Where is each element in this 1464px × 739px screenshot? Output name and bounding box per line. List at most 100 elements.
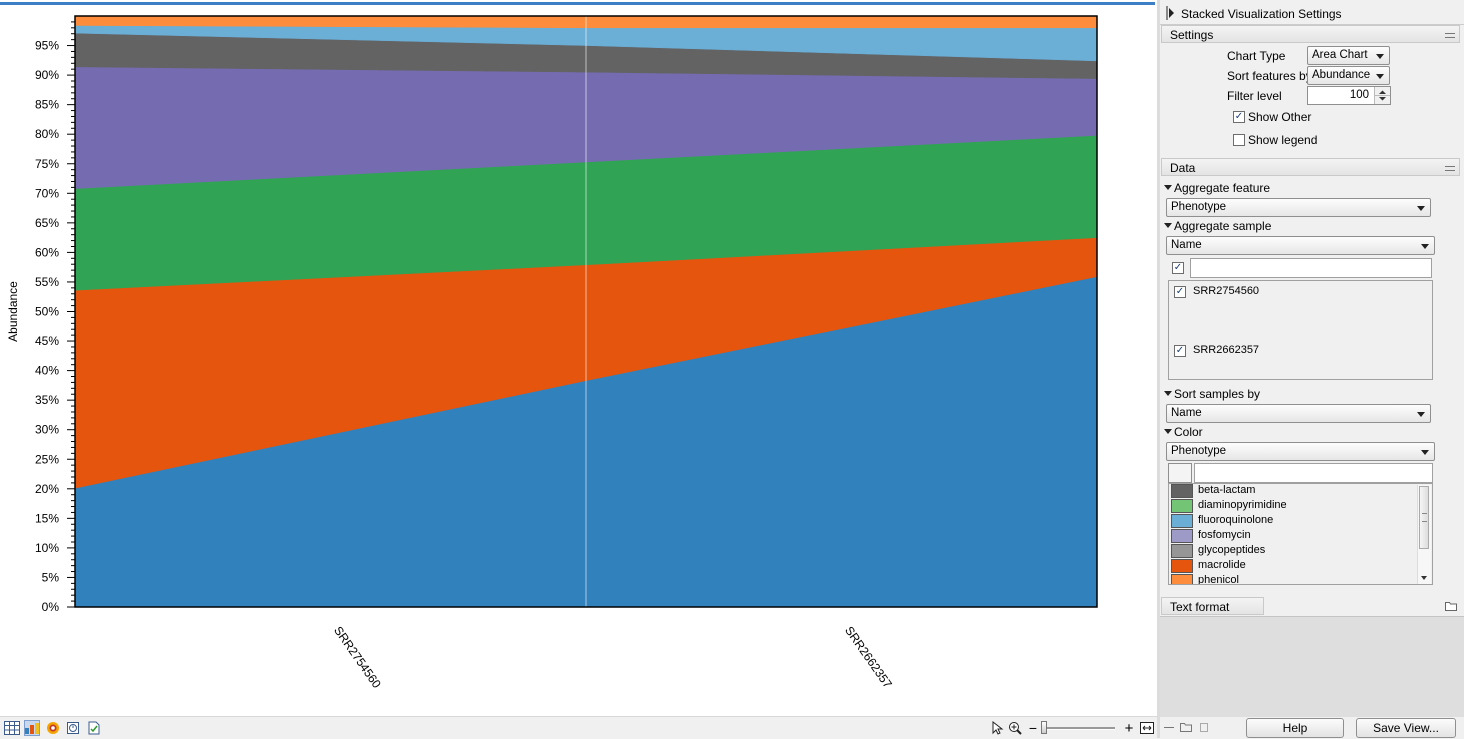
aggregate-feature-label: Aggregate feature <box>1174 181 1271 195</box>
y-tick-label: 95% <box>35 39 59 53</box>
help-button[interactable]: Help <box>1246 718 1344 738</box>
panel-splitter[interactable] <box>1157 0 1160 738</box>
legend-color-swatch[interactable] <box>1171 559 1193 573</box>
legend-color-swatch[interactable] <box>1171 514 1193 528</box>
settings-section-header[interactable]: Settings <box>1161 25 1460 43</box>
select-all-samples-checkbox[interactable]: ✓ <box>1172 262 1184 274</box>
chart-type-select[interactable]: Area Chart <box>1307 46 1390 65</box>
zoom-plus-icon[interactable]: + <box>1124 719 1134 737</box>
y-tick-label: 80% <box>35 127 59 141</box>
legend-item[interactable]: beta-lactam <box>1170 484 1418 499</box>
data-header-label: Data <box>1170 161 1196 175</box>
stacked-chart-view-icon[interactable] <box>24 720 40 736</box>
report-icon[interactable] <box>86 720 102 736</box>
text-format-section-header[interactable]: Text format <box>1161 597 1264 615</box>
y-tick-label: 85% <box>35 98 59 112</box>
expand-triangle-icon[interactable] <box>1164 185 1172 190</box>
legend-color-swatch[interactable] <box>1171 499 1193 513</box>
sort-samples-select[interactable]: Name <box>1166 404 1431 423</box>
y-tick-label: 15% <box>35 511 59 525</box>
color-legend-list: beta-lactam diaminopyrimidine fluoroquinol… <box>1168 483 1433 585</box>
y-tick-label: 90% <box>35 68 59 82</box>
legend-label: fosfomycin <box>1198 529 1251 541</box>
sort-samples-label: Sort samples by <box>1174 387 1261 401</box>
expand-triangle-icon[interactable] <box>1164 391 1172 396</box>
panel-title-bar: Stacked Visualization Settings <box>1160 2 1464 24</box>
aggregate-feature-select[interactable]: Phenotype <box>1166 198 1431 217</box>
y-tick-label: 25% <box>35 452 59 466</box>
show-legend-checkbox[interactable] <box>1233 134 1245 146</box>
sort-features-value: Abundance <box>1312 69 1371 81</box>
chart-type-value: Area Chart <box>1312 49 1368 61</box>
scroll-down-icon[interactable] <box>1421 576 1427 580</box>
chevron-down-icon <box>1376 74 1384 79</box>
legend-item[interactable]: fosfomycin <box>1170 529 1418 544</box>
filter-level-label: Filter level <box>1227 89 1282 103</box>
spin-buttons[interactable] <box>1374 87 1390 104</box>
data-section-header[interactable]: Data <box>1161 158 1460 176</box>
expand-triangle-icon[interactable] <box>1164 429 1172 434</box>
panel-title: Stacked Visualization Settings <box>1181 7 1342 21</box>
history-icon[interactable] <box>65 720 81 736</box>
minimize-all-icon[interactable] <box>1164 727 1174 728</box>
chart-area: 0% 5% 10% 15% 20% 25% 30% 35% 40% 45% 50% 55% 60% 65%… <box>0 0 1157 716</box>
minimize-icon[interactable] <box>1445 166 1455 171</box>
sunburst-view-icon[interactable] <box>45 720 61 736</box>
folder-icon[interactable] <box>1445 601 1457 611</box>
y-tick-label: 35% <box>35 393 59 407</box>
legend-label: phenicol <box>1198 574 1239 585</box>
sample-checkbox-1[interactable]: ✓ <box>1174 286 1186 298</box>
open-folder-icon[interactable] <box>1180 722 1192 732</box>
color-select[interactable]: Phenotype <box>1166 442 1435 461</box>
y-tick-label: 75% <box>35 157 59 171</box>
zoom-in-icon[interactable] <box>1007 720 1023 736</box>
y-tick-label: 70% <box>35 186 59 200</box>
chart-type-label: Chart Type <box>1227 49 1286 63</box>
legend-item[interactable]: macrolide <box>1170 559 1418 574</box>
chevron-down-icon <box>1417 412 1425 417</box>
legend-color-swatch[interactable] <box>1171 529 1193 543</box>
legend-color-swatch[interactable] <box>1171 484 1193 498</box>
zoom-out-icon[interactable]: − <box>1028 720 1038 736</box>
aggregate-sample-select[interactable]: Name <box>1166 236 1435 255</box>
settings-header-label: Settings <box>1170 28 1214 42</box>
legend-color-swatch[interactable] <box>1171 574 1193 584</box>
legend-item[interactable]: diaminopyrimidine <box>1170 499 1418 514</box>
expand-triangle-icon[interactable] <box>1164 223 1172 228</box>
legend-scrollbar[interactable] <box>1417 485 1431 584</box>
zoom-slider-handle[interactable] <box>1041 721 1047 734</box>
sample-list: ✓ SRR2754560 ✓ SRR2662357 <box>1168 280 1433 380</box>
stacked-area-chart[interactable]: 0% 5% 10% 15% 20% 25% 30% 35% 40% 45% 50% 55% 60% 65%… <box>0 0 1157 716</box>
filter-level-value: 100 <box>1349 89 1369 101</box>
scrollbar-thumb[interactable] <box>1419 486 1429 549</box>
y-tick-label: 60% <box>35 245 59 259</box>
zoom-slider[interactable] <box>1041 721 1115 734</box>
save-view-button[interactable]: Save View... <box>1356 718 1456 738</box>
show-legend-label: Show legend <box>1248 133 1318 147</box>
legend-item[interactable]: fluoroquinolone <box>1170 514 1418 529</box>
legend-item[interactable]: phenicol <box>1170 574 1418 585</box>
legend-item[interactable]: glycopeptides <box>1170 544 1418 559</box>
sample-filter-input[interactable] <box>1190 258 1432 278</box>
sort-samples-value: Name <box>1171 407 1202 419</box>
y-tick-label: 65% <box>35 216 59 230</box>
y-tick-label: 45% <box>35 334 59 348</box>
color-filter-input[interactable] <box>1194 463 1433 483</box>
select-pointer-icon[interactable] <box>989 720 1005 736</box>
side-panel: Stacked Visualization Settings Settings … <box>1160 0 1464 738</box>
color-swatch-button[interactable] <box>1168 463 1192 483</box>
filter-level-spinbox[interactable]: 100 <box>1307 86 1391 105</box>
legend-color-swatch[interactable] <box>1171 544 1193 558</box>
fit-width-icon[interactable] <box>1139 720 1155 736</box>
color-label: Color <box>1174 425 1203 439</box>
pin-icon[interactable] <box>1198 722 1210 733</box>
chevron-down-icon <box>1376 54 1384 59</box>
text-format-body <box>1160 616 1464 717</box>
show-other-checkbox[interactable]: ✓ <box>1233 111 1245 123</box>
minimize-icon[interactable] <box>1445 33 1455 38</box>
table-view-icon[interactable] <box>4 720 20 736</box>
selection-highlight-bar <box>0 2 1155 5</box>
sort-features-select[interactable]: Abundance <box>1307 66 1390 85</box>
sample-checkbox-2[interactable]: ✓ <box>1174 345 1186 357</box>
collapse-panel-icon[interactable] <box>1166 6 1174 20</box>
